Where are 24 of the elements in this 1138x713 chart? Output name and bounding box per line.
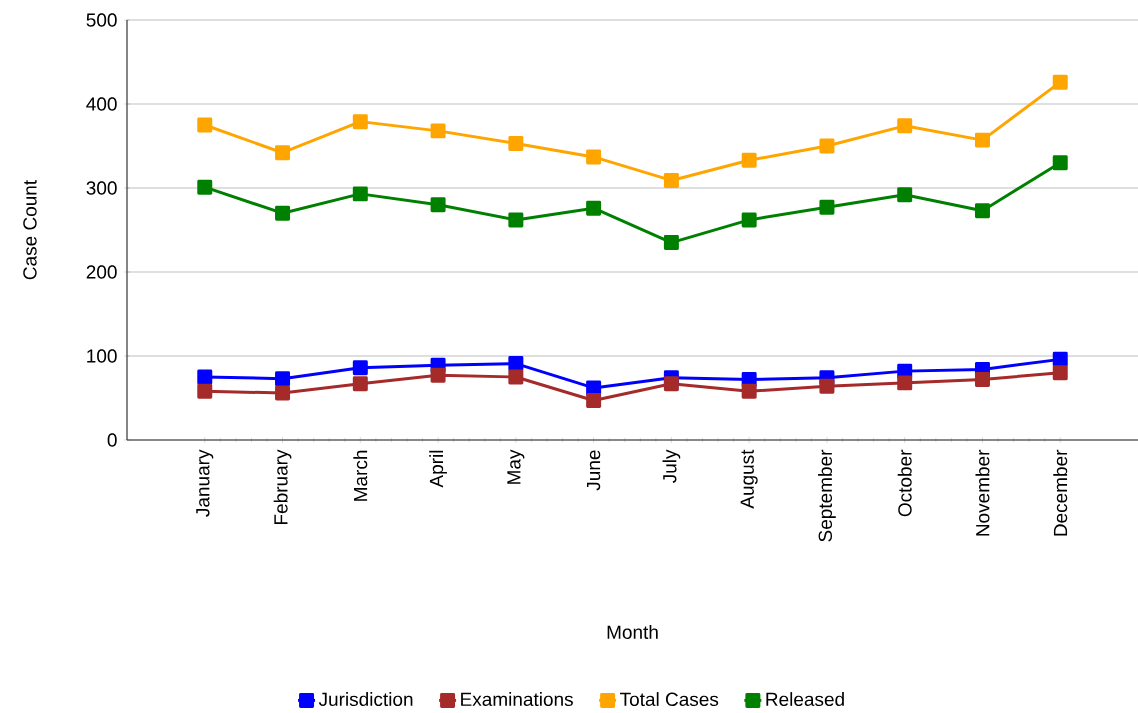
y-tick-label: 0 <box>107 433 117 447</box>
legend-label: Total Cases <box>620 692 719 707</box>
x-tick-label: September <box>818 449 836 542</box>
x-tick-label: December <box>1053 449 1068 536</box>
y-tick-label: 300 <box>86 181 117 195</box>
legend-label: Jurisdiction <box>318 692 413 707</box>
x-axis-title: Month <box>607 624 658 639</box>
y-tick-label: 200 <box>86 265 117 279</box>
y-tick-label: 100 <box>87 349 117 363</box>
legend-label: Examinations <box>461 692 573 707</box>
y-axis-title: Case Count <box>23 180 37 280</box>
legend-label: Released <box>766 692 844 707</box>
x-tick-label: November <box>975 449 990 536</box>
x-tick-label: January <box>196 449 214 517</box>
x-tick-label: April <box>429 450 447 488</box>
x-tick-label: February <box>273 449 292 524</box>
x-tick-label: August <box>740 449 758 509</box>
x-tick-label: October <box>897 449 912 517</box>
x-tick-label: July <box>662 449 681 484</box>
y-tick-label: 500 <box>86 13 117 27</box>
x-tick-label: March <box>353 450 368 501</box>
x-tick-label: May <box>507 449 525 484</box>
x-tick-label: June <box>586 450 601 491</box>
y-tick-label: 400 <box>86 97 117 111</box>
